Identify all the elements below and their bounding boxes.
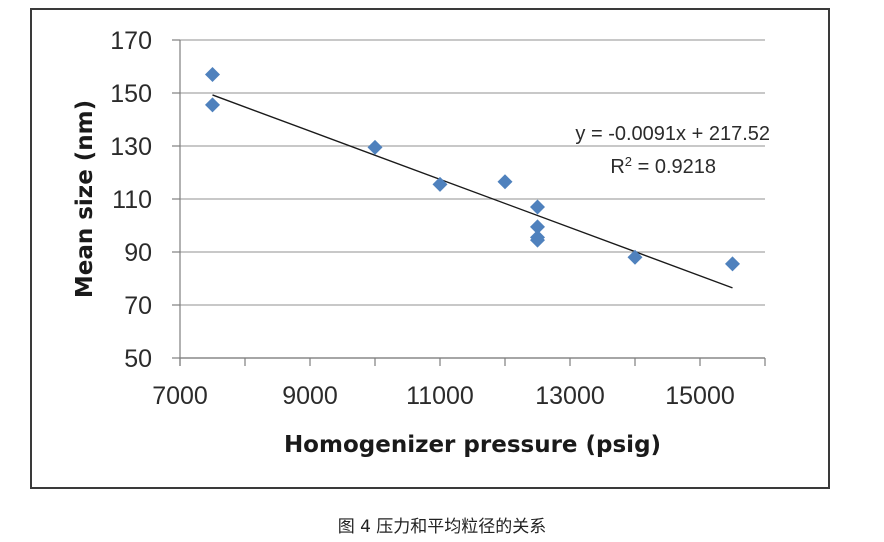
x-tick-label: 13000 bbox=[535, 382, 605, 410]
x-tick-label: 11000 bbox=[406, 382, 474, 410]
data-point bbox=[530, 232, 545, 248]
x-tick-label: 9000 bbox=[282, 382, 338, 410]
tick-labels: 50 70 90 110 130 150 170 7000 9000 11000 13000 1500… bbox=[110, 27, 734, 410]
figure-caption: 图 4 压力和平均粒径的关系 bbox=[337, 517, 547, 537]
y-axis-title: Mean size (nm) bbox=[72, 100, 98, 298]
x-tick-label: 15000 bbox=[665, 382, 735, 410]
r2-value: = 0.9218 bbox=[632, 156, 716, 178]
data-point bbox=[205, 66, 220, 82]
data-point bbox=[627, 249, 643, 265]
y-tick-label: 70 bbox=[124, 292, 152, 320]
data-point bbox=[367, 139, 383, 155]
r2-superscript: 2 bbox=[625, 154, 632, 169]
y-tick-label: 110 bbox=[112, 186, 152, 214]
data-point bbox=[497, 174, 513, 190]
data-point bbox=[530, 199, 545, 215]
y-tick-label: 90 bbox=[124, 239, 152, 267]
trendline-group bbox=[212, 94, 733, 289]
data-points bbox=[205, 66, 740, 272]
y-tick-label: 170 bbox=[110, 27, 152, 55]
data-point bbox=[205, 97, 220, 113]
data-point bbox=[432, 176, 448, 192]
scatter-chart: 50 70 90 110 130 150 170 7000 9000 11000 13000 1500… bbox=[72, 27, 770, 458]
y-tick-label: 50 bbox=[124, 345, 152, 373]
chart-frame bbox=[30, 8, 830, 489]
y-tick-label: 150 bbox=[110, 80, 152, 108]
axes bbox=[172, 39, 766, 366]
data-point bbox=[530, 219, 545, 235]
x-tick-label: 7000 bbox=[152, 382, 208, 410]
grid-lines bbox=[180, 39, 765, 359]
r-squared-label: R2 = 0.9218 bbox=[610, 154, 716, 179]
trendline bbox=[212, 94, 733, 289]
r2-prefix: R bbox=[610, 156, 624, 178]
y-tick-label: 130 bbox=[110, 133, 152, 161]
trendline-equation: y = -0.0091x + 217.52 bbox=[575, 123, 770, 145]
x-axis-title: Homogenizer pressure (psig) bbox=[284, 432, 661, 458]
data-point bbox=[725, 256, 740, 272]
